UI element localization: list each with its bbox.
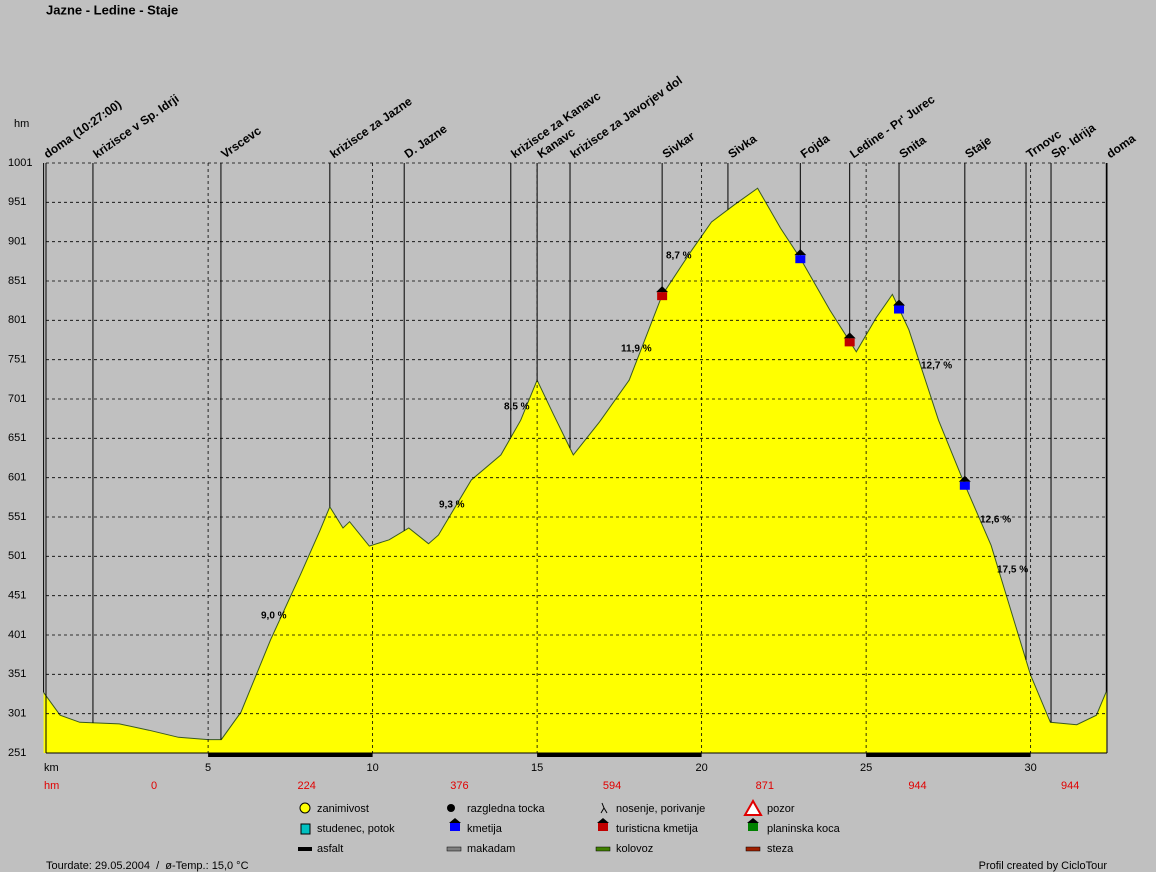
climb-value: 944: [908, 780, 926, 792]
chart-title: Jazne - Ledine - Staje: [46, 2, 178, 17]
waypoint-icon: [657, 292, 668, 301]
legend-icon: [449, 818, 461, 823]
surface-asphalt: [866, 753, 1031, 757]
x-tick-label: 25: [860, 762, 872, 774]
y-tick-label: 1001: [8, 157, 32, 169]
climb-value: 0: [151, 780, 157, 792]
waypoint-icon-roof: [958, 475, 971, 482]
y-tick-label: 551: [8, 511, 26, 523]
waypoint-label: Sivkar: [660, 129, 698, 161]
legend-label: zanimivost: [317, 803, 369, 815]
footer-right: Profil created by CicloTour: [979, 860, 1108, 872]
legend-label: planinska koca: [767, 823, 841, 835]
y-axis-label: hm: [14, 118, 29, 130]
legend-icon: [597, 818, 609, 823]
footer-left: Tourdate: 29.05.2004 / ø-Temp.: 15,0 °C: [46, 860, 249, 872]
legend-label: makadam: [467, 843, 515, 855]
climb-value: 594: [603, 780, 621, 792]
y-tick-label: 851: [8, 275, 26, 287]
climb-value: 224: [298, 780, 316, 792]
x-axis-label: km: [44, 762, 59, 774]
legend-icon: [743, 798, 763, 816]
legend-icon: [299, 802, 311, 814]
x-tick-label: 20: [695, 762, 707, 774]
legend-label: turisticna kmetija: [616, 823, 699, 835]
waypoint-label: Sivka: [725, 131, 759, 161]
legend-icon: [298, 847, 312, 851]
grade-label: 8,5 %: [504, 402, 530, 413]
legend-label: studenec, potok: [317, 823, 395, 835]
waypoint-icon: [844, 338, 855, 347]
x-tick-label: 10: [366, 762, 378, 774]
legend-icon: [447, 804, 455, 812]
waypoint-icon-roof: [656, 286, 669, 293]
waypoint-label: Snita: [897, 133, 929, 161]
y-tick-label: 251: [8, 747, 26, 759]
grade-label: 17,5 %: [997, 565, 1028, 576]
y-tick-label: 701: [8, 393, 26, 405]
climb-value: 376: [450, 780, 468, 792]
waypoint-icon-roof: [843, 332, 856, 339]
legend-label: asfalt: [317, 843, 343, 855]
y-tick-label: 601: [8, 472, 26, 484]
climb-value: 944: [1061, 780, 1079, 792]
legend-label: kolovoz: [616, 843, 653, 855]
climb-label: hm: [44, 780, 59, 792]
grade-label: 8,7 %: [666, 251, 692, 262]
y-tick-label: 901: [8, 236, 26, 248]
waypoint-icon: [894, 305, 905, 314]
legend-label: nosenje, porivanje: [616, 803, 705, 815]
legend-icon: [748, 823, 758, 831]
x-tick-label: 5: [205, 762, 211, 774]
legend-label: steza: [767, 843, 794, 855]
y-tick-label: 651: [8, 432, 26, 444]
legend-icon: [598, 823, 608, 831]
waypoint-label: D. Jazne: [402, 121, 450, 161]
waypoint-icon: [959, 481, 970, 490]
waypoint-label: Staje: [962, 133, 994, 161]
grade-label: 9,0 %: [261, 611, 287, 622]
y-tick-label: 451: [8, 590, 26, 602]
profile-line: [43, 187, 1107, 741]
waypoint-icon-roof: [893, 299, 906, 306]
surface-asphalt: [537, 753, 702, 757]
legend-icon: [747, 818, 759, 823]
profile-area: [43, 188, 1107, 753]
legend-icon: [600, 802, 608, 814]
legend-label: kmetija: [467, 823, 503, 835]
x-tick-label: 30: [1025, 762, 1037, 774]
y-tick-label: 401: [8, 629, 26, 641]
y-tick-label: 801: [8, 314, 26, 326]
legend: zanimivost razgledna tocka nosenje, pori…: [298, 798, 841, 855]
legend-icon: [300, 823, 311, 835]
legend-icon: [745, 846, 761, 852]
grade-label: 11,9 %: [621, 344, 652, 355]
waypoint-label: Fojda: [798, 131, 833, 161]
waypoint-label: krizisce v Sp. Idrji: [90, 91, 181, 161]
waypoint-label: Ledine - Pr' Jurec: [847, 92, 937, 161]
y-tick-label: 951: [8, 196, 26, 208]
x-tick-label: 15: [531, 762, 543, 774]
legend-icon: [595, 846, 611, 852]
y-tick-label: 501: [8, 550, 26, 562]
waypoint-label: doma: [1104, 131, 1139, 161]
climb-value: 871: [756, 780, 774, 792]
legend-icon: [450, 823, 460, 831]
legend-label: pozor: [767, 803, 795, 815]
surface-asphalt: [208, 753, 373, 757]
grade-label: 9,3 %: [439, 500, 465, 511]
grade-label: 12,7 %: [921, 361, 952, 372]
waypoint-icon-roof: [794, 249, 807, 256]
y-tick-label: 301: [8, 708, 26, 720]
waypoint-label: Vrscevc: [218, 123, 263, 161]
legend-label: razgledna tocka: [467, 803, 546, 815]
legend-icon: [446, 846, 462, 852]
waypoint-icon: [795, 255, 806, 264]
y-tick-label: 351: [8, 668, 26, 680]
y-tick-label: 751: [8, 354, 26, 366]
grade-label: 12,6 %: [980, 515, 1011, 526]
